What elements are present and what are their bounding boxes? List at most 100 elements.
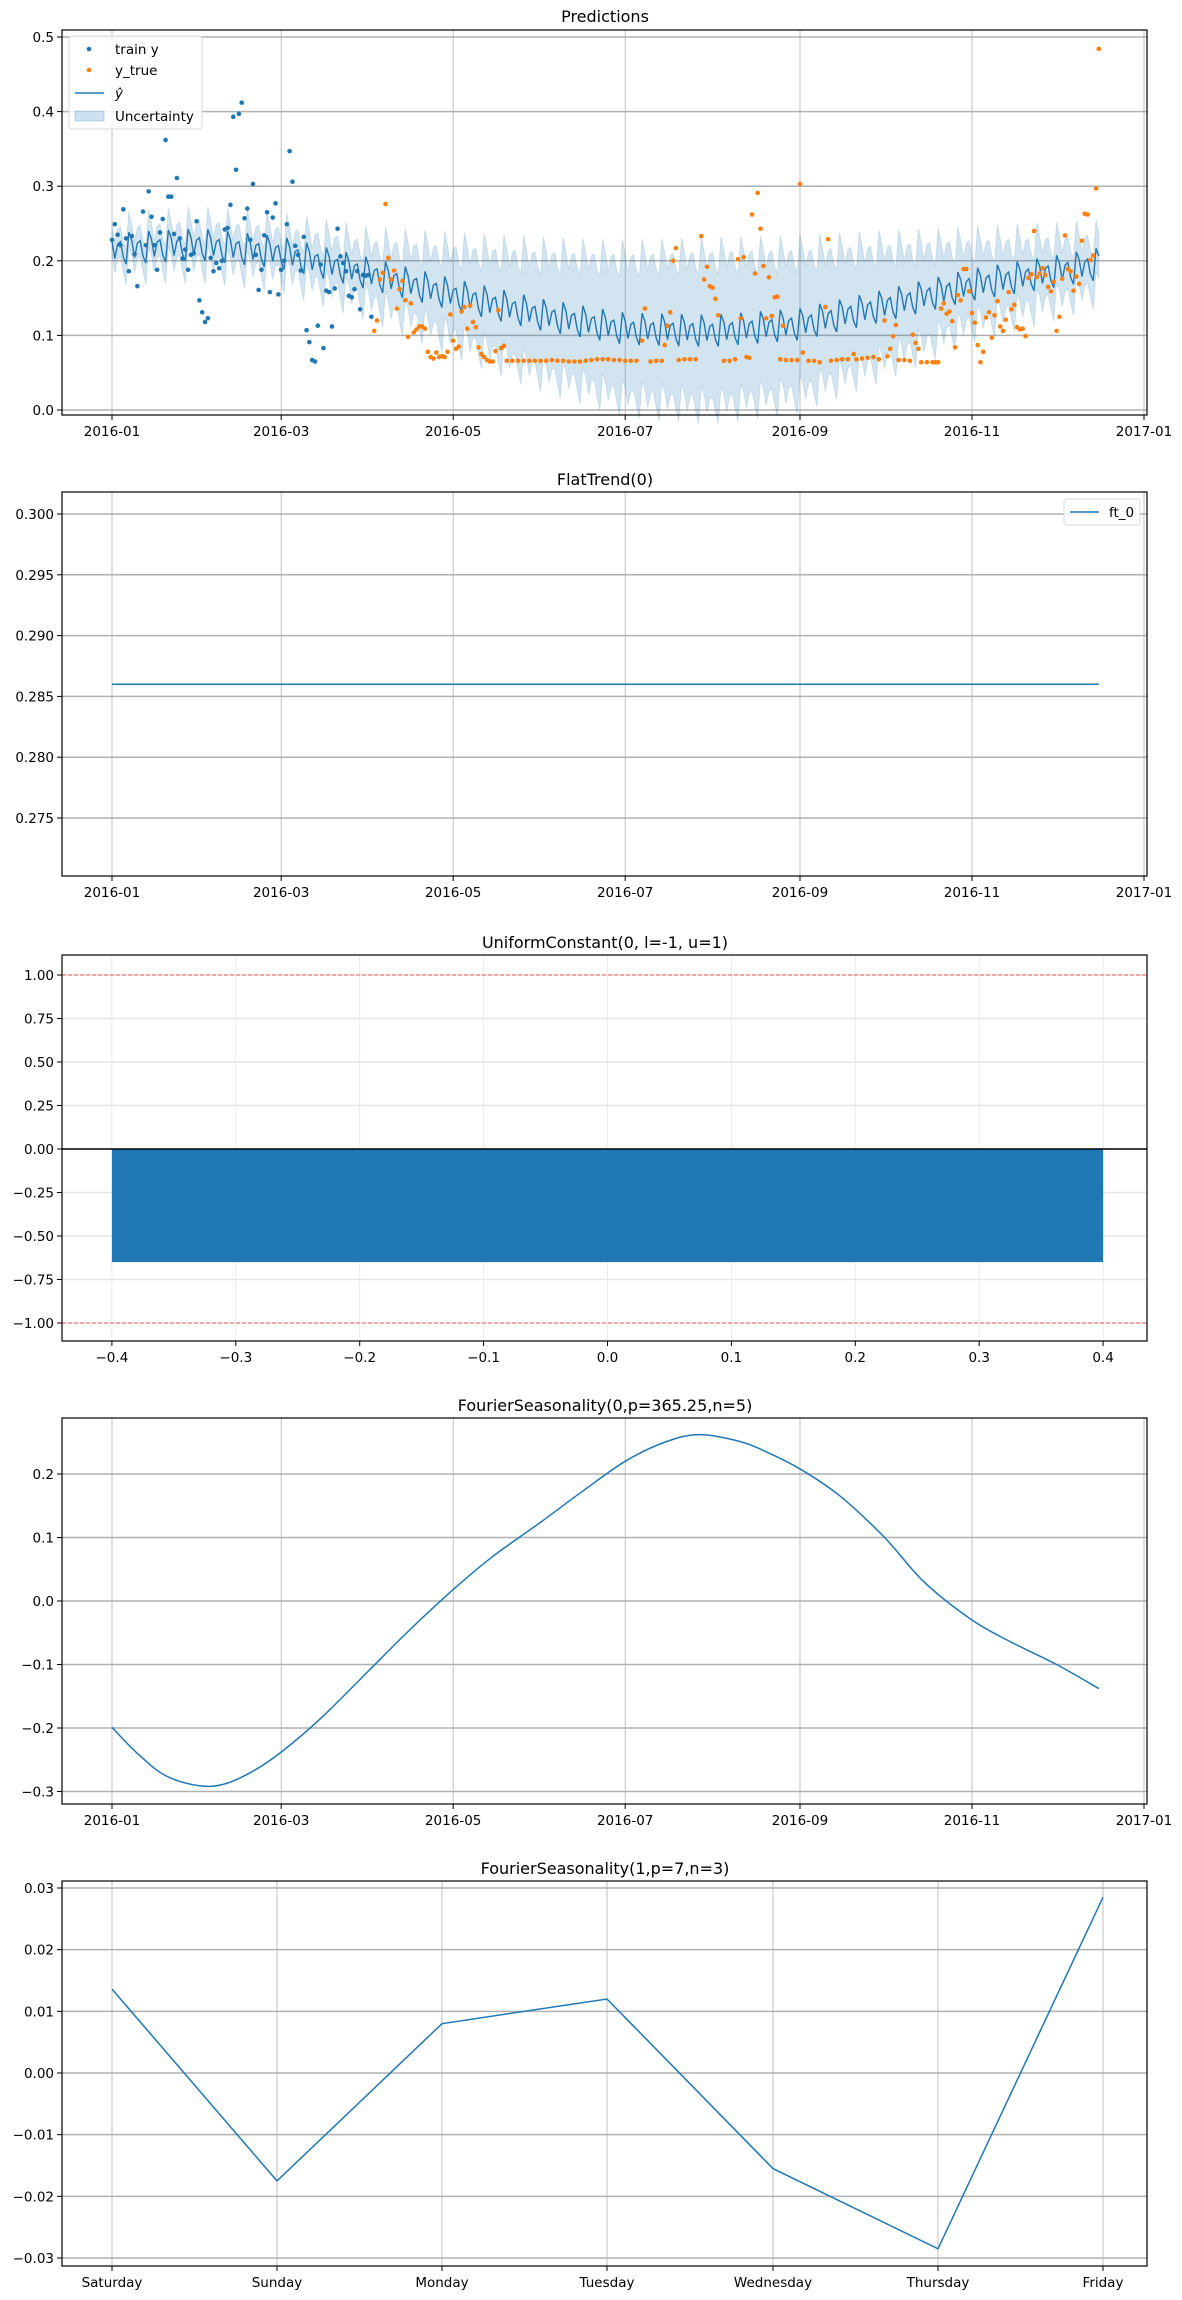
train-y-point: [312, 359, 318, 364]
y-true-point: [947, 309, 952, 314]
y-true-point: [380, 270, 385, 276]
y-tick-label: −0.75: [13, 1273, 54, 1289]
train-y-point: [298, 268, 304, 273]
y-true-point: [699, 233, 704, 239]
y-tick-label: −1.00: [13, 1316, 54, 1332]
predictions-legend: train y y_true ŷ Uncertainty: [68, 35, 203, 130]
y-true-point: [1051, 279, 1057, 284]
y-true-point: [459, 309, 464, 314]
x-tick-label: 0.4: [1092, 1350, 1113, 1366]
train-y-point: [259, 267, 264, 273]
y-true-point: [549, 357, 555, 363]
train-y-point: [369, 314, 374, 320]
y-true-point: [1048, 289, 1054, 294]
y-true-point: [766, 274, 772, 280]
y-true-point: [1076, 281, 1082, 287]
flat-trend-grid: [62, 492, 1147, 876]
x-tick-label: −0.4: [96, 1350, 129, 1366]
y-true-point: [1000, 328, 1006, 334]
y-true-point: [572, 359, 577, 364]
y-tick-label: 0.3: [33, 179, 54, 195]
y-true-point: [456, 344, 462, 349]
train-y-point: [253, 252, 259, 258]
train-y-point: [278, 267, 284, 273]
y-true-point: [800, 350, 806, 355]
y-true-point: [972, 320, 978, 326]
train-y-point: [151, 242, 157, 248]
y-true-point: [504, 358, 510, 364]
predictions-title: Predictions: [561, 7, 649, 26]
flat-trend-panel: FlatTrend(0) 2016-01 2016-03 2016-05 2016-0…: [15, 470, 1172, 901]
train-y-point: [115, 232, 120, 237]
train-y-point: [343, 268, 349, 274]
y-true-point: [992, 312, 997, 318]
y-true-point: [1043, 272, 1048, 278]
train-y-point: [109, 237, 115, 243]
y-true-point: [577, 359, 583, 364]
train-y-point: [318, 262, 323, 267]
y-tick-label: 0.00: [24, 1142, 54, 1158]
x-tick-label: 2016-03: [253, 885, 309, 901]
predictions-axes-frame: [61, 29, 1148, 416]
y-true-point: [665, 323, 670, 329]
y-tick-label: −0.2: [21, 1721, 54, 1737]
y-true-point: [659, 358, 665, 364]
train-y-point: [180, 256, 185, 261]
y-true-point: [639, 338, 645, 343]
y-true-point: [952, 345, 958, 350]
y-true-point: [1054, 328, 1059, 334]
train-y-point: [194, 218, 199, 224]
train-y-point: [160, 216, 166, 222]
x-tick-label: 2016-05: [425, 885, 481, 901]
y-true-point: [405, 334, 411, 340]
y-true-point: [769, 313, 775, 319]
y-true-point: [532, 358, 538, 364]
y-true-point: [1071, 288, 1076, 293]
train-y-point: [329, 324, 335, 329]
train-y-point: [239, 100, 245, 105]
y-true-point: [871, 354, 876, 360]
y-tick-label: 0.275: [15, 811, 54, 827]
y-tick-label: 0.00: [24, 2066, 54, 2082]
x-tick-label: 2016-01: [84, 1813, 140, 1829]
y-true-point: [402, 298, 408, 303]
y-true-point: [611, 357, 617, 363]
y-true-point: [617, 357, 622, 363]
train-y-point: [120, 207, 126, 212]
train-y-point: [276, 292, 281, 297]
y-true-point: [622, 358, 628, 364]
x-tick-label: 0.0: [597, 1350, 618, 1366]
train-y-point: [129, 233, 135, 239]
y-true-point: [823, 304, 828, 310]
y-true-point: [989, 335, 995, 340]
y-true-point: [986, 309, 992, 315]
train-y-point: [199, 309, 205, 315]
y-true-point: [701, 277, 707, 282]
fourier-yearly-title: FourierSeasonality(0,p=365.25,n=5): [458, 1396, 753, 1415]
y-true-point: [467, 303, 473, 308]
flat-trend-axes-frame: [61, 491, 1148, 877]
uniform-constant-ticks: −0.4 −0.3 −0.2 −0.1 0.0 0.1 0.2 0.3 0.4 −1.00 −0.7…: [13, 968, 1114, 1366]
train-y-point: [267, 289, 273, 295]
x-tick-label: −0.3: [219, 1350, 252, 1366]
y-true-point: [634, 358, 639, 364]
y-true-points: [371, 46, 1102, 365]
x-tick-label: Sunday: [252, 2275, 303, 2291]
train-y-point: [214, 260, 219, 266]
train-y-point: [315, 323, 321, 329]
y-true-point: [876, 356, 882, 362]
y-true-point: [1003, 317, 1009, 323]
train-y-point: [270, 215, 276, 220]
train-y-point: [290, 179, 295, 185]
fourier-weekly-ticks: Saturday Sunday Monday Tuesday Wednesday Thur…: [13, 1881, 1124, 2291]
y-true-point: [1088, 257, 1093, 263]
train-y-point: [118, 242, 123, 248]
train-y-point: [126, 268, 132, 274]
y-true-point: [749, 212, 755, 217]
x-tick-label: 2016-07: [597, 885, 653, 901]
y-true-point: [388, 277, 394, 282]
train-y-point: [123, 236, 129, 241]
y-true-point: [732, 356, 738, 362]
y-true-point: [1096, 46, 1102, 52]
y-true-point: [783, 357, 789, 363]
